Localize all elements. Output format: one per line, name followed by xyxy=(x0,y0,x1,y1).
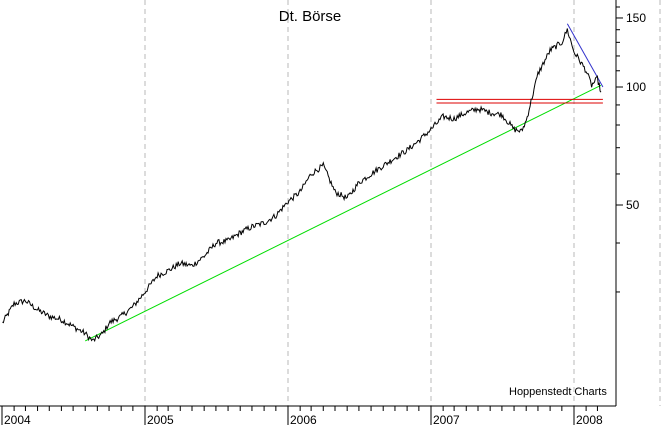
source-label: Hoppenstedt Charts xyxy=(509,386,607,398)
x-tick-label: 2007 xyxy=(433,413,460,427)
x-tick-label: 2004 xyxy=(4,413,31,427)
y-tick-label: 100 xyxy=(626,80,646,94)
trend-lines xyxy=(84,23,604,342)
x-ticks: 2004 2005 2006 2007 2008 xyxy=(1,406,603,427)
y-tick-label: 50 xyxy=(626,198,640,212)
x-tick-label: 2005 xyxy=(147,413,174,427)
trendline-support xyxy=(84,84,602,342)
axes xyxy=(0,0,617,407)
grid-lines xyxy=(144,0,661,406)
x-tick-label: 2008 xyxy=(576,413,603,427)
price-line xyxy=(2,28,602,343)
x-tick-label: 2006 xyxy=(290,413,317,427)
y-ticks: 50 100 150 xyxy=(616,6,646,293)
price-series xyxy=(2,28,602,343)
y-tick-label: 150 xyxy=(626,11,646,25)
chart-title: Dt. Börse xyxy=(279,8,342,25)
